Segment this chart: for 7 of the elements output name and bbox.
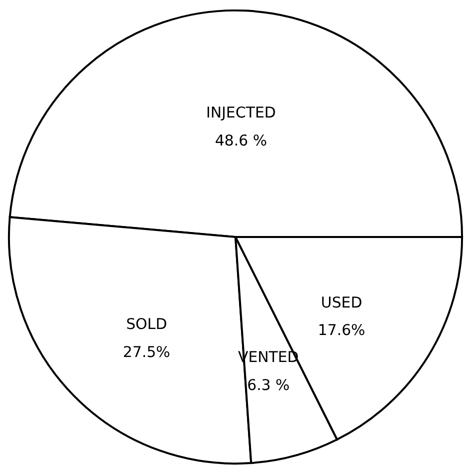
- data-label: 27.5%: [122, 343, 170, 362]
- slice-label: USED: [320, 293, 362, 312]
- slice-label: SOLD: [126, 315, 168, 334]
- slice-label: INJECTED: [206, 103, 276, 122]
- data-label: 6.3 %: [247, 376, 290, 394]
- data-label: 17.6%: [318, 321, 366, 340]
- data-label: 48.6 %: [214, 131, 267, 150]
